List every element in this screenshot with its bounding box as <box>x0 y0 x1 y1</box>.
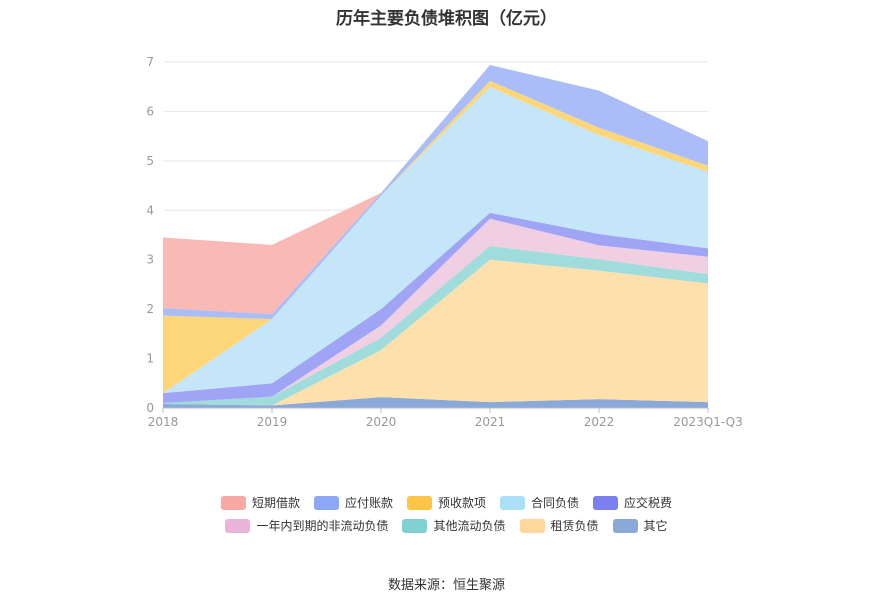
legend-item[interactable]: 租赁负债 <box>519 517 599 534</box>
legend-label: 短期借款 <box>251 496 300 510</box>
y-tick-label: 6 <box>146 104 154 118</box>
legend-label: 合同负债 <box>531 496 580 510</box>
y-tick-label: 5 <box>146 154 154 168</box>
legend-swatch <box>593 495 619 510</box>
legend-item[interactable]: 应交税费 <box>593 494 672 511</box>
x-tick-label: 2022 <box>584 415 615 429</box>
area-其它 <box>163 397 708 408</box>
legend-item[interactable]: 一年内到期的非流动负债 <box>225 517 388 534</box>
legend-item[interactable]: 其他流动负债 <box>402 517 506 534</box>
x-tick-label: 2019 <box>257 415 288 429</box>
legend-item[interactable]: 其它 <box>612 517 668 534</box>
legend-swatch <box>612 518 638 533</box>
legend-row: 短期借款 应付账款 预收款项 合同负债 应交税费 <box>0 494 893 511</box>
legend-label: 应付账款 <box>344 496 393 510</box>
legend-row: 一年内到期的非流动负债 其他流动负债 租赁负债 其它 <box>0 517 893 534</box>
y-tick-label: 4 <box>146 203 154 217</box>
axes: 0 1 2 3 4 5 6 7 2018 2019 2020 2021 2022 2023Q1-Q3 <box>146 55 742 429</box>
area-短期借款 <box>163 64 708 315</box>
legend-swatch <box>500 495 525 510</box>
legend-swatch <box>406 495 432 510</box>
chart-title: 历年主要负债堆积图（亿元） <box>336 9 557 29</box>
area-series <box>163 64 708 408</box>
stacked-area-chart: 0 1 2 3 4 5 6 7 2018 2019 2020 2021 2022 2023Q1-Q3 <box>146 55 742 429</box>
data-source: 数据来源：恒生聚源 <box>387 578 505 593</box>
legend-swatch <box>519 518 545 533</box>
legend-item[interactable]: 合同负债 <box>500 494 579 511</box>
x-tick-label: 2020 <box>366 415 397 429</box>
y-tick-label: 0 <box>146 401 154 415</box>
legend-label: 应交税费 <box>624 496 673 510</box>
y-tick-label: 3 <box>146 253 154 267</box>
legend-label: 其他流动负债 <box>433 519 506 533</box>
legend-item[interactable]: 应付账款 <box>313 494 393 511</box>
y-tick-label: 7 <box>146 55 154 69</box>
legend: 短期借款 应付账款 预收款项 合同负债 应交税费 一年内到期的非流动负债 其他流动负债 租赁… <box>0 494 893 540</box>
y-tick-label: 2 <box>146 302 154 316</box>
legend-swatch <box>220 495 246 510</box>
legend-label: 一年内到期的非流动负债 <box>256 519 389 533</box>
legend-swatch <box>402 518 428 533</box>
area-租赁负债 <box>163 259 708 406</box>
x-tick-label: 2018 <box>148 415 179 429</box>
x-tick-label: 2021 <box>475 415 506 429</box>
legend-item[interactable]: 短期借款 <box>220 494 300 511</box>
legend-label: 预收款项 <box>437 496 486 510</box>
legend-label: 租赁负债 <box>550 519 599 533</box>
legend-label: 其它 <box>643 519 668 533</box>
area-合同负债 <box>163 86 708 394</box>
y-tick-label: 1 <box>146 352 154 366</box>
legend-swatch <box>225 518 251 533</box>
x-tick-label: 2023Q1-Q3 <box>673 415 742 429</box>
legend-item[interactable]: 预收款项 <box>406 494 486 511</box>
legend-swatch <box>313 495 339 510</box>
